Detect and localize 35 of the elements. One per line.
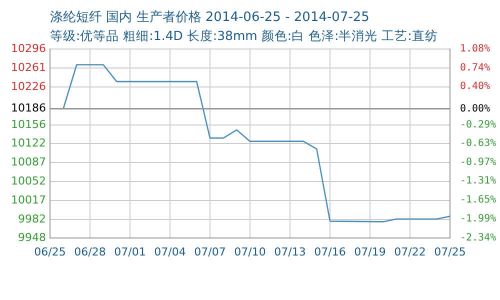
x-tick-label: 07/22 xyxy=(394,245,426,258)
chart-subtitle: 等级:优等品 粗细:1.4D 长度:38mm 颜色:白 色泽:半消光 工艺:直纺 xyxy=(50,28,438,45)
y2-tick-label: -0.29% xyxy=(460,119,496,130)
y-tick-label: 10156 xyxy=(11,118,46,131)
x-tick-label: 07/04 xyxy=(154,245,186,258)
y2-tick-label: 0.74% xyxy=(460,62,490,74)
y2-tick-label: -1.99% xyxy=(460,213,496,224)
y2-tick-label: -1.65% xyxy=(460,194,496,206)
y-tick-label: 10122 xyxy=(11,136,46,150)
y2-tick-label: -0.63% xyxy=(460,138,496,150)
x-tick-label: 07/10 xyxy=(234,245,266,258)
x-tick-label: 06/28 xyxy=(74,245,106,258)
y-tick-label: 10296 xyxy=(11,42,46,55)
y2-tick-label: -0.97% xyxy=(460,156,496,168)
y2-tick-label: -1.31% xyxy=(460,176,496,187)
y-tick-label: 10261 xyxy=(11,60,46,74)
y-tick-label: 10087 xyxy=(11,155,46,168)
y2-tick-label: 1.08% xyxy=(460,44,490,55)
x-tick-label: 07/13 xyxy=(274,245,306,258)
y-tick-label: 9948 xyxy=(18,230,46,244)
y2-tick-label: 0.00% xyxy=(460,103,490,114)
y2-tick-label: -2.34% xyxy=(460,232,496,244)
y-tick-label: 10052 xyxy=(11,174,46,188)
y-tick-label: 10186 xyxy=(11,102,46,115)
y2-tick-label: 0.40% xyxy=(460,81,490,92)
x-tick-label: 07/07 xyxy=(194,245,226,258)
y-tick-label: 10017 xyxy=(11,193,46,206)
chart-title: 涤纶短纤 国内 生产者价格 2014-06-25 - 2014-07-25 xyxy=(50,9,370,26)
y-tick-label: 10226 xyxy=(11,80,46,93)
x-tick-label: 06/25 xyxy=(34,245,66,258)
x-tick-label: 07/25 xyxy=(434,245,466,258)
x-tick-label: 07/16 xyxy=(314,245,346,258)
x-tick-label: 07/01 xyxy=(114,245,146,258)
x-tick-label: 07/19 xyxy=(354,245,386,258)
y-tick-label: 9982 xyxy=(18,212,46,226)
